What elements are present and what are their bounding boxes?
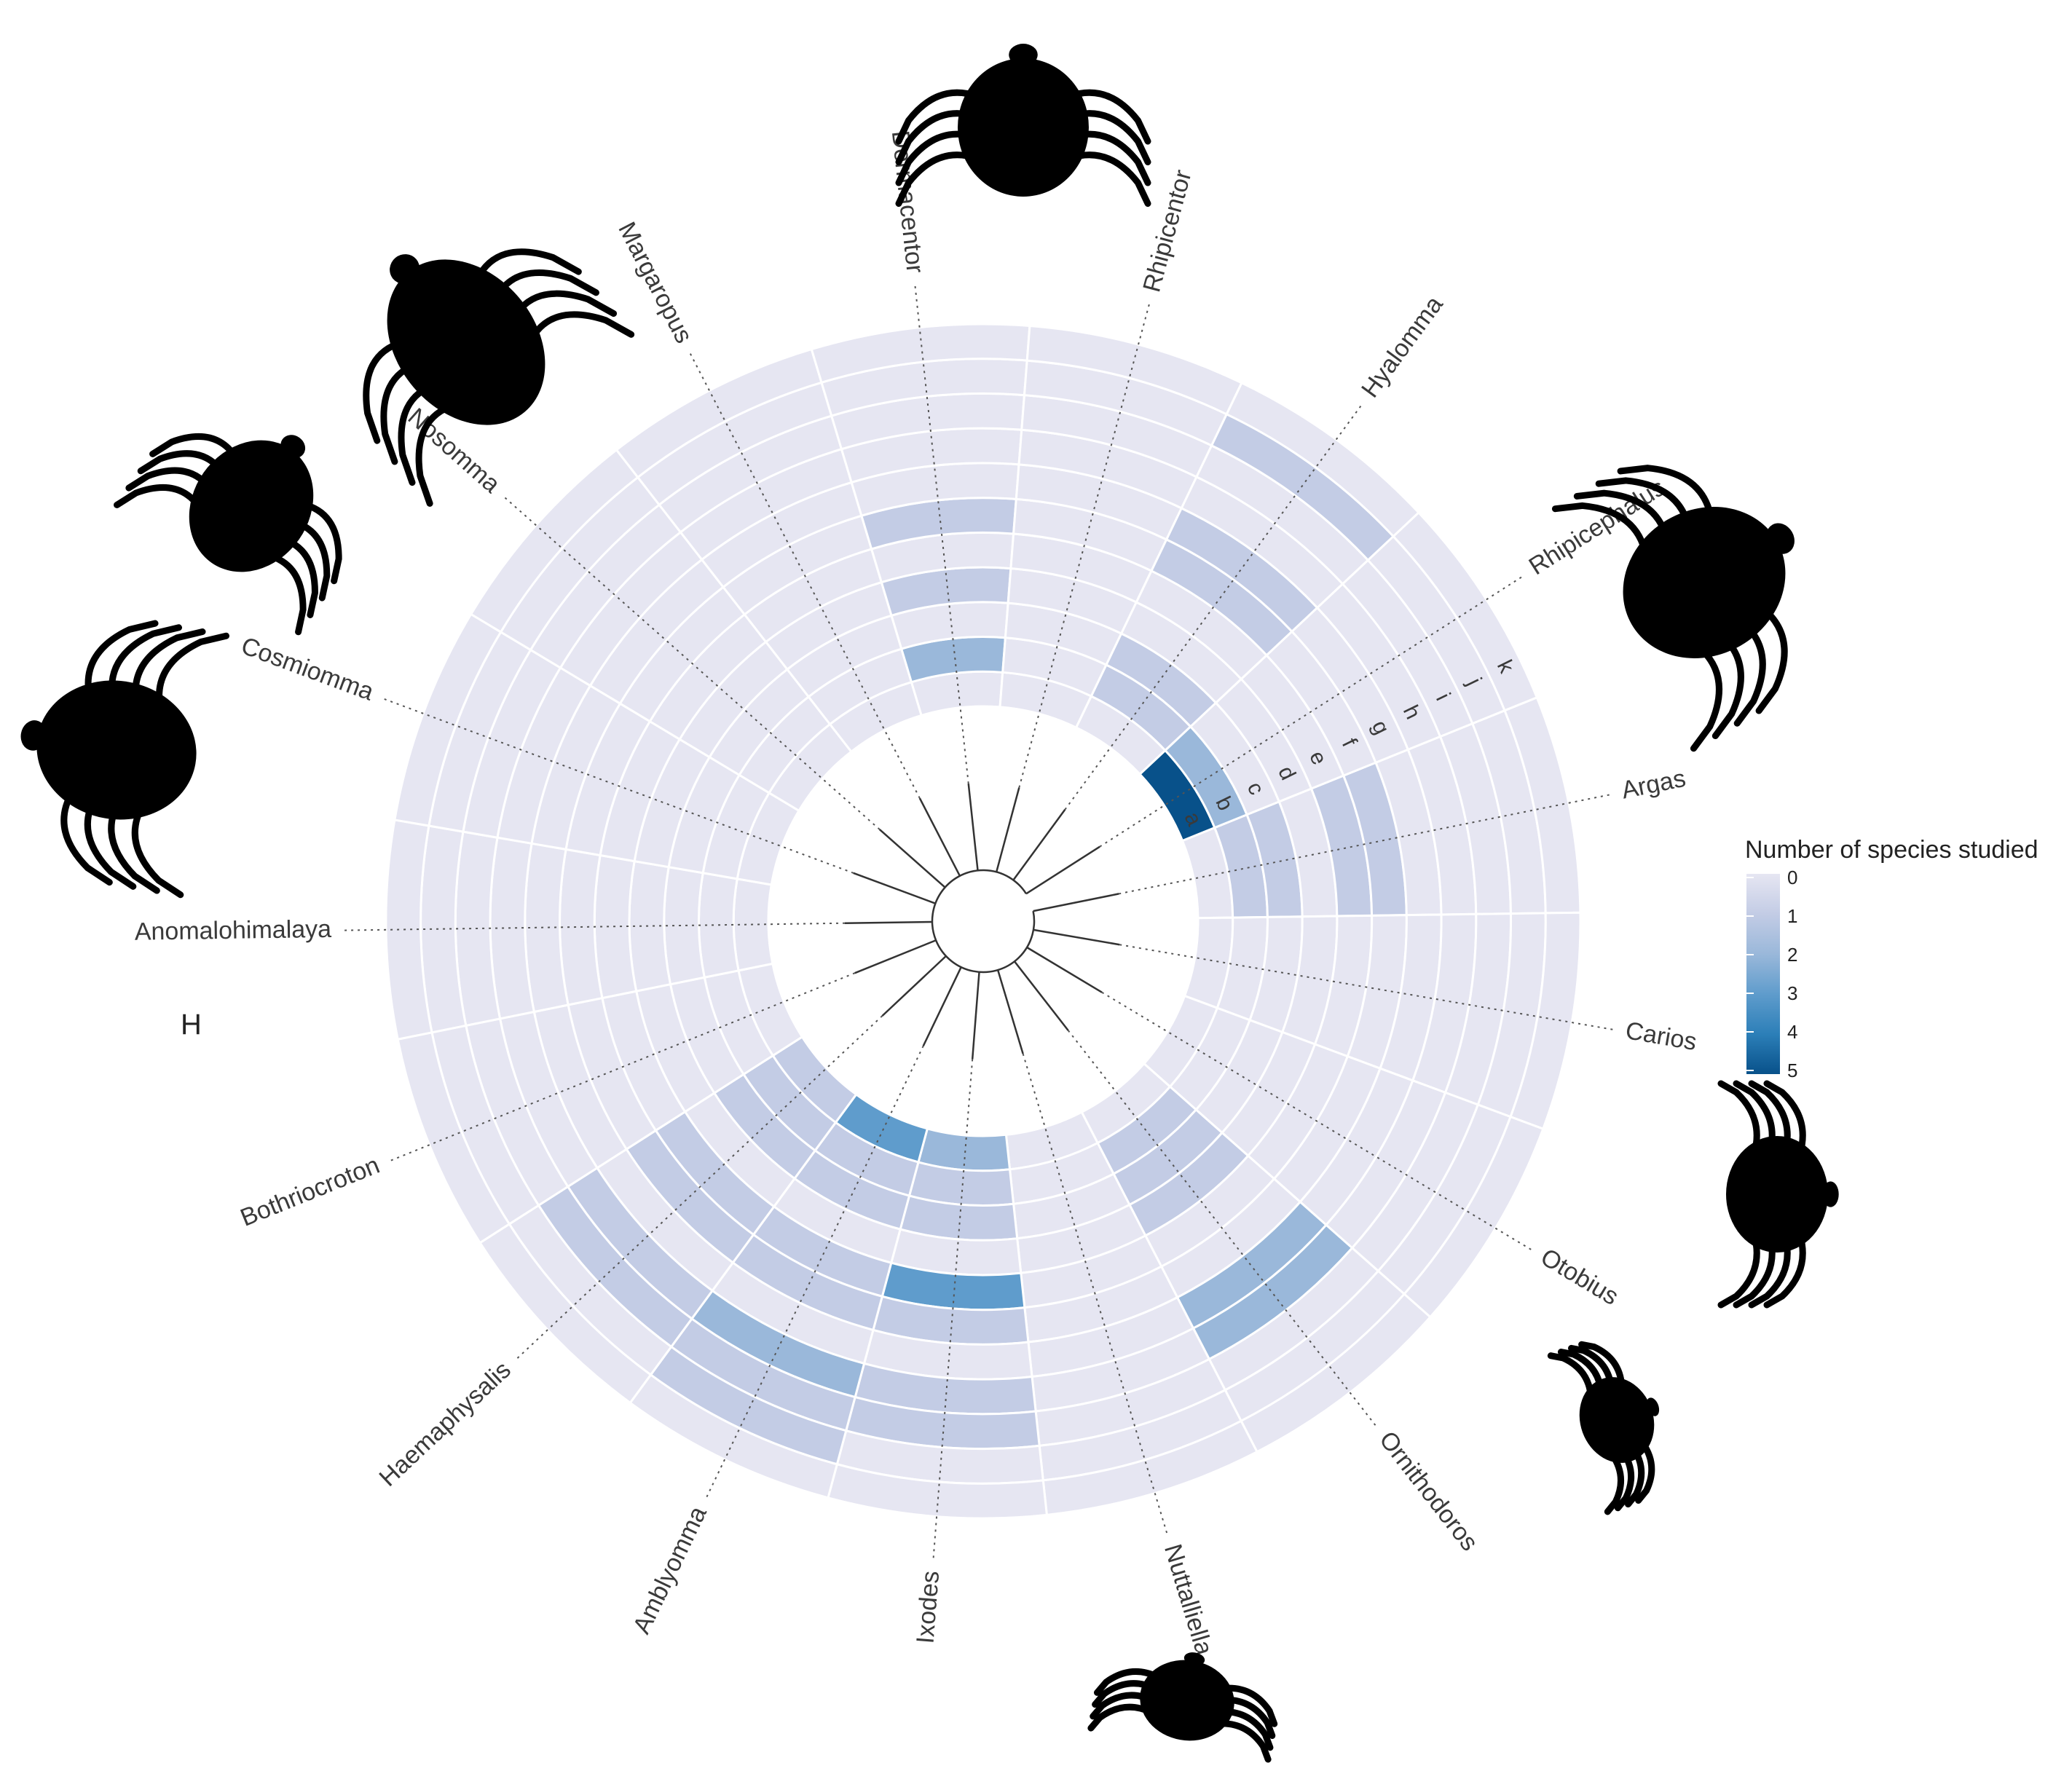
genus-label-carios: Carios — [1623, 1017, 1698, 1056]
legend-tick-label-2: 2 — [1787, 944, 1797, 966]
color-legend: Number of species studied 0 1 2 3 4 5 — [1745, 836, 2038, 1081]
legend-tick-label-1: 1 — [1787, 905, 1797, 927]
leader-line-argas — [1119, 793, 1612, 895]
heat-cell-anomalohimalaya-c — [663, 865, 706, 986]
tick-silhouette-argas-icon — [1551, 465, 1795, 752]
leader-line-anomalohimalaya — [342, 922, 846, 931]
legend-tick-label-5: 5 — [1787, 1060, 1797, 1081]
tree-branch-dermacentor — [967, 783, 979, 871]
tree-branch-rhipicentor — [995, 787, 1020, 872]
leader-line-rhipicentor — [1018, 301, 1151, 788]
tree-branch-rhipicephalus — [1025, 845, 1100, 895]
genus-label-amblyomma: Amblyomma — [628, 1502, 712, 1638]
leader-line-cosmiomma — [382, 697, 854, 874]
legend-tick-label-4: 4 — [1787, 1021, 1797, 1043]
tree-branch-amblyomma — [922, 966, 962, 1046]
legend-title: Number of species studied — [1745, 836, 2038, 864]
tree-branch-otobius — [1026, 946, 1103, 993]
genus-label-argas: Argas — [1619, 765, 1688, 805]
legend-color-bar — [1746, 874, 1780, 1074]
genus-label-rhipicentor: Rhipicentor — [1138, 167, 1197, 295]
genus-label-otobius: Otobius — [1536, 1243, 1623, 1311]
tree-root-arc — [931, 869, 1036, 974]
tick-silhouette-rhipicephalus-icon — [1717, 1080, 1839, 1309]
genus-label-haemaphysalis: Haemaphysalis — [374, 1356, 516, 1492]
genus-label-ixodes: Ixodes — [911, 1570, 945, 1645]
tree-branch-nuttalliella — [996, 969, 1024, 1054]
tree-branch-anomalohimalaya — [845, 920, 933, 924]
tree-branch-nosomma — [878, 829, 946, 888]
heatmap-cells — [385, 323, 1582, 1520]
tree-branch-ornithodoros — [1013, 960, 1069, 1031]
genus-label-nuttalliella: Nuttalliella — [1159, 1541, 1218, 1658]
stray-label-h: H — [181, 1009, 202, 1041]
tree-branch-ixodes — [971, 971, 980, 1060]
leader-line-nosomma — [503, 495, 881, 830]
leader-line-haemaphysalis — [515, 1015, 883, 1360]
genus-label-hyalomma: Hyalomma — [1356, 291, 1449, 403]
tick-silhouette-hyalomma-icon — [1547, 1341, 1660, 1515]
tick-silhouette-ixodes-icon — [363, 248, 635, 507]
tick-silhouette-amblyomma-icon — [114, 433, 342, 636]
genus-leader-lines — [342, 283, 1615, 1561]
tree-branch-margaropus — [918, 797, 961, 877]
heat-cell-rhipicephalus-k — [1392, 510, 1539, 712]
tick-silhouette-haemaphysalis-icon — [20, 620, 230, 899]
leader-line-carios — [1119, 944, 1615, 1031]
legend-ticks: 0 1 2 3 4 5 — [1746, 867, 1797, 1081]
leader-line-ornithodoros — [1067, 1030, 1378, 1428]
genus-label-bothriocroton: Bothriocroton — [237, 1151, 384, 1232]
leader-line-dermacentor — [914, 283, 969, 784]
tree-branch-argas — [1033, 893, 1119, 912]
leader-line-bothriocroton — [388, 972, 856, 1162]
genus-label-ornithodoros: Ornithodoros — [1374, 1426, 1484, 1555]
leader-line-nuttalliella — [1022, 1053, 1168, 1536]
genus-label-cosmiomma: Cosmiomma — [237, 632, 377, 706]
tick-silhouette-ornithodoros-icon — [895, 44, 1151, 207]
leader-line-hyalomma — [1064, 403, 1363, 810]
phylogenetic-tree — [845, 783, 1120, 1060]
legend-tick-label-3: 3 — [1787, 982, 1797, 1004]
tree-branch-hyalomma — [1012, 809, 1066, 881]
leader-line-margaropus — [688, 351, 921, 799]
heat-cell-anomalohimalaya-d — [628, 859, 672, 993]
genus-label-anomalohimalaya: Anomalohimalaya — [135, 915, 332, 946]
tree-branch-carios — [1033, 928, 1120, 946]
tick-silhouette-dermacentor-icon — [1087, 1652, 1278, 1763]
leader-line-amblyomma — [705, 1045, 924, 1499]
tree-branch-bothriocroton — [854, 939, 937, 974]
tree-branch-cosmiomma — [853, 872, 936, 904]
tree-branch-haemaphysalis — [881, 955, 947, 1017]
legend-tick-label-0: 0 — [1787, 867, 1797, 888]
leader-line-ixodes — [932, 1059, 974, 1561]
tick-silhouettes — [20, 44, 1839, 1763]
